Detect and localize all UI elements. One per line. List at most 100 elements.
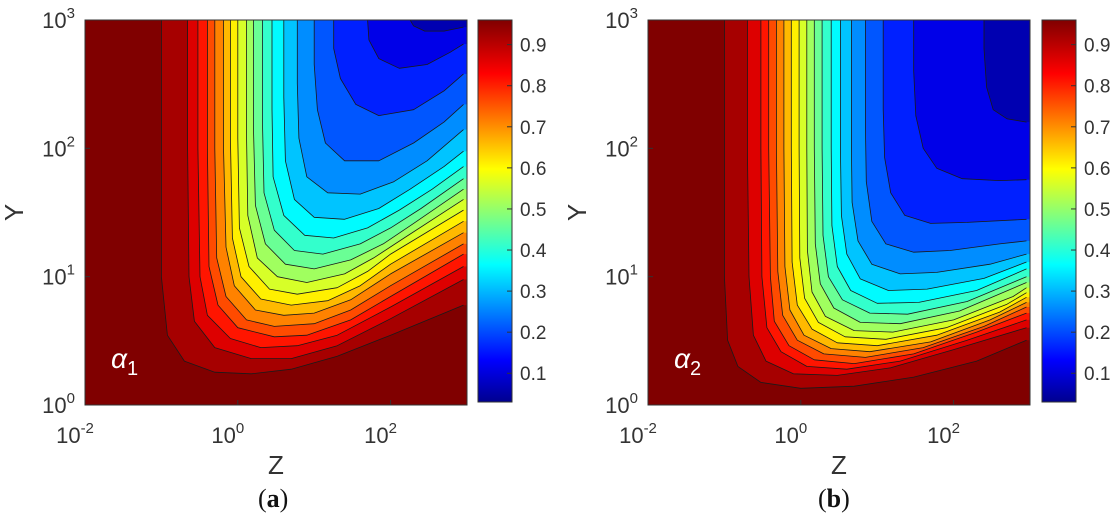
contour-line [865, 20, 1027, 253]
contour-line [161, 20, 464, 375]
colorbar-tick-label: 0.1 [1084, 364, 1110, 385]
contour-line [882, 20, 1027, 224]
contour-line [840, 20, 1027, 291]
colorbar-tick-label: 0.4 [520, 241, 547, 262]
contour-line [813, 20, 1027, 325]
colorbar-tick-label: 0.2 [1084, 323, 1110, 344]
filled-contours [161, 20, 467, 375]
x-tick-label: 10-2 [56, 420, 94, 448]
y-tick-label: 100 [605, 390, 638, 418]
x-tick-exponent: 0 [799, 420, 807, 437]
x-tick-exponent: 2 [389, 420, 397, 437]
region-label-subscript: 1 [127, 358, 138, 380]
colorbar-tick-label: 0.4 [1084, 241, 1111, 262]
contour-line [830, 20, 1027, 304]
region-label-subscript: 2 [690, 358, 701, 380]
contour-line [747, 20, 1027, 376]
colorbar-tick-label: 0.5 [520, 200, 546, 221]
colorbar-tick-label: 0.8 [1084, 77, 1110, 98]
panel-caption-a: (a) [258, 484, 289, 513]
contour-line [821, 20, 1027, 315]
contour-line [760, 20, 1027, 370]
y-tick-exponent: 3 [630, 5, 638, 22]
x-tick-exponent: -2 [81, 420, 94, 437]
colorbar-tick-label: 0.3 [1084, 282, 1110, 303]
colorbar-tick-label: 0.7 [1084, 118, 1110, 139]
y-tick-exponent: 1 [630, 262, 638, 279]
contour-line [223, 20, 464, 316]
contour-line [851, 20, 1027, 275]
contour-line [214, 20, 464, 327]
colorbar-tick-label: 0.9 [520, 36, 546, 57]
x-tick-label: 100 [774, 420, 807, 448]
colorbar-tick-label: 0.2 [520, 323, 546, 344]
contour-line [913, 20, 1027, 181]
contour-band [984, 20, 1030, 123]
x-tick-exponent: -2 [644, 420, 657, 437]
x-tick-label: 10-2 [619, 420, 657, 448]
colorbar-tick-label: 0.9 [1084, 36, 1110, 57]
contour-line [271, 20, 464, 239]
y-tick-exponent: 2 [67, 133, 75, 150]
colorbar-tick-label: 0.1 [520, 364, 546, 385]
contour-line [246, 20, 464, 283]
colorbar-tick-label: 0.6 [520, 159, 546, 180]
y-axis-label: Y [562, 204, 592, 221]
y-tick-label: 103 [42, 5, 75, 33]
contour-line [768, 20, 1027, 364]
y-tick-label: 101 [42, 262, 75, 290]
contour-line [806, 20, 1027, 333]
colorbar-tick-label: 0.8 [520, 77, 546, 98]
contour-line [197, 20, 464, 348]
contour-line [253, 20, 464, 270]
y-axis-label: Y [0, 204, 29, 221]
y-tick-exponent: 0 [630, 390, 638, 407]
y-tick-exponent: 3 [67, 5, 75, 22]
contour-line [207, 20, 464, 338]
contour-line [262, 20, 464, 255]
contour-line [798, 20, 1027, 340]
colorbar-tick-label: 0.3 [520, 282, 546, 303]
filled-contours [724, 20, 1030, 389]
contour-line [230, 20, 464, 306]
colorbar-tick-label: 0.6 [1084, 159, 1110, 180]
plot-frame [84, 19, 468, 406]
y-tick-label: 101 [605, 262, 638, 290]
y-tick-exponent: 2 [630, 133, 638, 150]
contour-line [790, 20, 1027, 347]
contour-line [724, 20, 1027, 389]
contour-line [187, 20, 464, 359]
y-tick-exponent: 1 [67, 262, 75, 279]
panel-caption-b: (b) [818, 484, 850, 513]
contour-band [410, 20, 467, 32]
contour-line [313, 20, 464, 162]
colorbar [477, 19, 513, 403]
colorbar-tick-label: 0.7 [520, 118, 546, 139]
y-tick-label: 103 [605, 5, 638, 33]
y-tick-label: 102 [42, 133, 75, 161]
colorbar [1041, 19, 1077, 403]
y-tick-label: 102 [605, 133, 638, 161]
x-axis-label: Z [268, 450, 284, 480]
contour-line [367, 20, 464, 69]
contour-line [409, 20, 464, 32]
x-tick-label: 102 [927, 420, 960, 448]
y-tick-exponent: 0 [67, 390, 75, 407]
contour-line [237, 20, 464, 295]
contour-line [333, 20, 464, 116]
contour-line [283, 20, 464, 220]
x-tick-exponent: 2 [952, 420, 960, 437]
contour-line [776, 20, 1027, 358]
x-axis-label: Z [831, 450, 847, 480]
contour-line [296, 20, 464, 195]
colorbar-tick-label: 0.5 [1084, 200, 1110, 221]
x-tick-exponent: 0 [236, 420, 244, 437]
plot-frame [647, 19, 1031, 406]
x-tick-label: 102 [364, 420, 397, 448]
x-tick-label: 100 [211, 420, 244, 448]
y-tick-label: 100 [42, 390, 75, 418]
contour-line [983, 20, 1027, 123]
